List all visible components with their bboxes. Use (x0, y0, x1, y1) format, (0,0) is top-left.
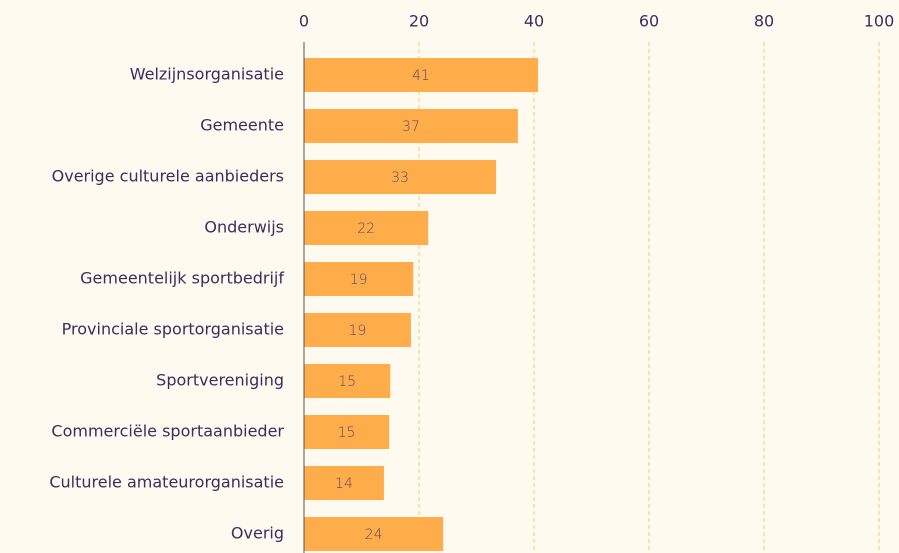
value-label: 37 (402, 119, 420, 135)
y-tick-label: Sportvereniging (156, 371, 284, 390)
x-tick-label: 100 (864, 12, 895, 31)
y-tick-label: Overig (231, 524, 284, 543)
bar (304, 262, 414, 296)
bar (304, 211, 429, 245)
bar (304, 517, 444, 551)
y-tick-label: Gemeente (200, 116, 284, 135)
y-tick-label: Welzijnsorganisatie (130, 65, 284, 84)
x-tick-label: 80 (754, 12, 774, 31)
bar (304, 364, 391, 398)
value-label: 22 (357, 221, 375, 237)
y-tick-label: Culturele amateurorganisatie (49, 473, 284, 492)
y-tick-label: Provinciale sportorganisatie (62, 320, 284, 339)
bar (304, 466, 384, 500)
y-tick-label: Commerciële sportaanbieder (51, 422, 284, 441)
y-tick-label: Overige culturele aanbieders (52, 167, 284, 186)
value-label: 19 (350, 272, 368, 288)
value-label: 24 (365, 527, 383, 543)
x-tick-label: 60 (639, 12, 659, 31)
y-tick-label: Onderwijs (204, 218, 284, 237)
bar (304, 415, 390, 449)
x-tick-label: 20 (409, 12, 429, 31)
value-label: 15 (338, 425, 356, 441)
y-tick-label: Gemeentelijk sportbedrijf (80, 269, 284, 288)
x-tick-label: 0 (299, 12, 309, 31)
value-label: 14 (335, 476, 353, 492)
bar (304, 58, 539, 92)
value-label: 33 (391, 170, 409, 186)
bar (304, 160, 497, 194)
value-label: 15 (338, 374, 356, 390)
value-label: 41 (412, 68, 430, 84)
bar (304, 313, 411, 347)
bar (304, 109, 518, 143)
value-label: 19 (349, 323, 367, 339)
x-tick-label: 40 (524, 12, 544, 31)
